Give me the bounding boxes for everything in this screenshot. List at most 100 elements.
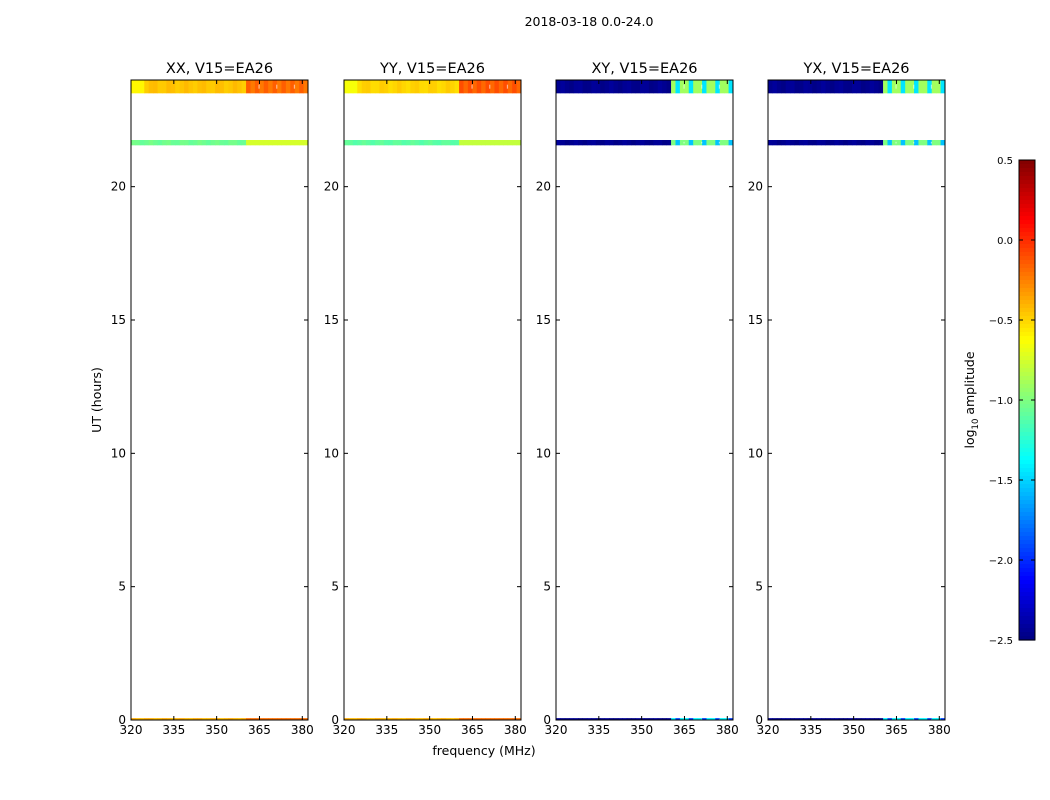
heatmap-cell [653, 80, 659, 94]
heatmap-cell [268, 140, 274, 146]
heatmap-cell [617, 140, 623, 146]
colorbar-step [1019, 400, 1035, 405]
colorbar-step [1019, 324, 1035, 329]
heatmap-cell [914, 718, 919, 720]
heatmap-cell [241, 140, 247, 146]
heatmap-cell [852, 140, 857, 146]
heatmap-cell [560, 140, 566, 146]
heatmap-cell [423, 140, 429, 146]
y-tick-label: 15 [324, 313, 339, 327]
heatmap-cell [918, 80, 924, 94]
heatmap-cell [405, 718, 411, 720]
heatmap-cell [582, 140, 588, 146]
heatmap-cell [909, 718, 915, 720]
heatmap-cell [927, 80, 933, 94]
heatmap-cell [688, 80, 694, 94]
heatmap-cell [852, 718, 857, 720]
heatmap-cell [671, 80, 676, 94]
heatmap-cell [144, 80, 150, 94]
heatmap-cell [781, 718, 787, 720]
heatmap-cell [790, 140, 795, 146]
colorbar-step [1019, 508, 1035, 513]
heatmap-cell [459, 140, 464, 146]
heatmap-cell [816, 718, 822, 720]
colorbar-step [1019, 252, 1035, 257]
colorbar-step [1019, 272, 1035, 277]
colorbar-step [1019, 440, 1035, 445]
colorbar-step [1019, 620, 1035, 625]
heatmap-gap [913, 84, 915, 89]
heatmap-cell [679, 140, 685, 146]
heatmap-cell [144, 718, 150, 720]
heatmap-cell [798, 80, 804, 94]
heatmap-cell [648, 140, 654, 146]
heatmap-cell [838, 718, 844, 720]
heatmap-cell [821, 80, 826, 94]
colorbar-label: log10 amplitude [962, 351, 981, 448]
heatmap-cell [829, 80, 835, 94]
colorbar-tick-label: −2.0 [989, 556, 1013, 567]
heatmap-cell [688, 140, 694, 146]
heatmap-gap [683, 141, 685, 144]
heatmap-cell [241, 718, 247, 720]
heatmap-cell [494, 718, 500, 720]
heatmap-cell [604, 140, 610, 146]
heatmap-cell [445, 718, 451, 720]
colorbar-step [1019, 576, 1035, 581]
heatmap-cell [617, 718, 623, 720]
heatmap-cell [494, 140, 500, 146]
heatmap-cell [467, 718, 473, 720]
heatmap-cell [635, 718, 641, 720]
colorbar-step [1019, 288, 1035, 293]
heatmap-cell [697, 718, 703, 720]
heatmap-cell [476, 80, 482, 94]
heatmap-cell [798, 718, 804, 720]
heatmap-cell [366, 718, 371, 720]
heatmap-cell [131, 140, 136, 146]
heatmap-cell [582, 80, 588, 94]
heatmap-cell [228, 80, 234, 94]
heatmap-cell [631, 140, 637, 146]
heatmap-cell [179, 140, 185, 146]
heatmap-cell [392, 80, 398, 94]
colorbar-step [1019, 280, 1035, 285]
heatmap-cell [223, 140, 229, 146]
heatmap-cell [940, 718, 946, 720]
y-tick-label: 0 [118, 713, 126, 727]
heatmap-cell [719, 80, 725, 94]
heatmap-cell [648, 718, 654, 720]
colorbar-step [1019, 540, 1035, 545]
heatmap-cell [653, 718, 659, 720]
colorbar-step [1019, 428, 1035, 433]
heatmap-cell [821, 718, 826, 720]
heatmap-cell [883, 718, 888, 720]
heatmap-cell [432, 718, 438, 720]
heatmap-cell [724, 140, 729, 146]
heatmap-cell [131, 80, 136, 94]
heatmap-cell [900, 80, 906, 94]
heatmap-cell [277, 80, 282, 94]
colorbar-step [1019, 636, 1035, 641]
heatmap-cell [803, 718, 809, 720]
heatmap-cell [428, 140, 433, 146]
heatmap-cell [512, 718, 517, 720]
colorbar-step [1019, 624, 1035, 629]
heatmap-gap [701, 84, 703, 89]
y-tick-label: 5 [331, 580, 339, 594]
heatmap-cell [940, 80, 946, 94]
heatmap-cell [454, 140, 460, 146]
heatmap-cell [441, 140, 447, 146]
heatmap-cell [710, 80, 716, 94]
y-tick-label: 10 [111, 446, 126, 460]
heatmap-cell [170, 140, 176, 146]
heatmap-gap [895, 141, 897, 144]
heatmap-cell [662, 140, 668, 146]
heatmap-cell [285, 80, 291, 94]
y-tick-label: 5 [755, 580, 763, 594]
heatmap-cell [392, 718, 398, 720]
heatmap-cell [131, 718, 136, 720]
heatmap-cell [459, 80, 464, 94]
heatmap-cell [702, 80, 707, 94]
heatmap-cell [591, 140, 597, 146]
heatmap-cell [223, 80, 229, 94]
